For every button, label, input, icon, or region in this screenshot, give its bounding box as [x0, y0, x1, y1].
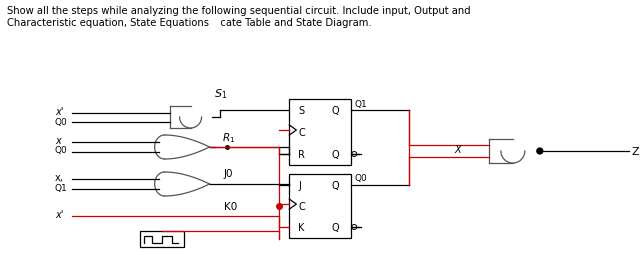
Text: $R_1$: $R_1$ — [222, 131, 235, 144]
Text: Q: Q — [331, 180, 339, 190]
Text: Z: Z — [631, 146, 639, 156]
Text: x': x' — [55, 107, 63, 117]
Text: Characteristic equation, State Equations    cate Table and State Diagram.: Characteristic equation, State Equations… — [7, 18, 372, 28]
Text: Q: Q — [331, 106, 339, 116]
Text: x,: x, — [55, 172, 63, 182]
Text: K: K — [298, 222, 304, 232]
Text: Q1: Q1 — [55, 183, 68, 192]
Bar — [289, 174, 351, 238]
Text: x': x' — [55, 209, 63, 219]
Text: C: C — [298, 128, 305, 137]
Text: S: S — [298, 106, 304, 116]
Bar — [140, 231, 183, 247]
Text: X: X — [454, 145, 461, 154]
Text: $S_1$: $S_1$ — [213, 87, 227, 101]
Text: R: R — [298, 149, 305, 159]
Bar — [289, 100, 351, 165]
Text: Q1: Q1 — [354, 99, 367, 108]
Text: Q0: Q0 — [354, 174, 367, 183]
Text: C: C — [298, 201, 305, 211]
Text: J0: J0 — [224, 168, 233, 178]
Text: Q0: Q0 — [55, 117, 68, 126]
Text: Show all the steps while analyzing the following sequential circuit. Include inp: Show all the steps while analyzing the f… — [7, 6, 470, 16]
Text: K0: K0 — [224, 201, 237, 211]
Text: Q: Q — [331, 149, 339, 159]
Circle shape — [537, 148, 543, 154]
Text: J: J — [298, 180, 301, 190]
Text: Q: Q — [331, 222, 339, 232]
Text: x: x — [55, 135, 61, 146]
Text: Q0: Q0 — [55, 146, 68, 155]
